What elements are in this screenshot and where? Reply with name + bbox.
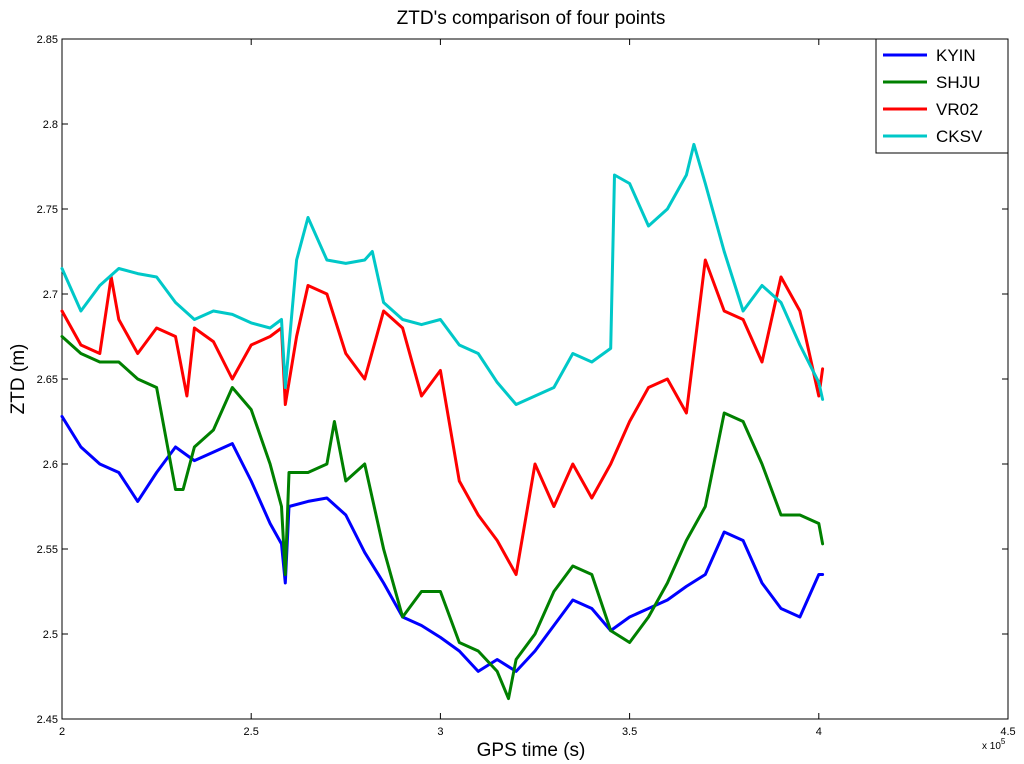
x-exponent-label: x 105 (982, 737, 1006, 752)
series-line-shju (60, 335, 825, 701)
y-tick-label: 2.85 (37, 34, 58, 46)
legend-label-cksv: CKSV (936, 127, 983, 146)
chart-title: ZTD's comparison of four points (397, 8, 666, 29)
series-line-vr02 (60, 258, 825, 576)
x-exponent-base: x 10 (982, 741, 1001, 752)
y-tick-label: 2.45 (37, 714, 58, 726)
y-axis: 2.45 2.5 2.55 2.6 2.65 2.7 2.75 2.8 2.85 (37, 34, 1008, 726)
legend-label-shju: SHJU (936, 73, 980, 92)
series-line-cksv (60, 142, 825, 406)
y-tick-label: 2.55 (37, 544, 58, 556)
y-tick-label: 2.8 (43, 119, 58, 131)
x-axis-title: GPS time (s) (477, 740, 586, 761)
y-tick-label: 2.7 (43, 289, 58, 301)
series-line-kyin (60, 414, 825, 673)
x-tick-label: 2.5 (244, 726, 259, 738)
x-axis: 2 2.5 3 3.5 4 4.5 (59, 39, 1016, 738)
y-tick-label: 2.65 (37, 374, 58, 386)
y-tick-label: 2.75 (37, 204, 58, 216)
y-tick-label: 2.6 (43, 459, 58, 471)
plot-area (61, 38, 1009, 720)
x-tick-label: 2 (59, 726, 65, 738)
x-exponent-power: 5 (1001, 737, 1006, 746)
legend: KYIN SHJU VR02 CKSV (875, 38, 1009, 154)
x-tick-label: 3 (437, 726, 443, 738)
legend-label-kyin: KYIN (936, 46, 976, 65)
series-layer (60, 142, 825, 701)
y-axis-title: ZTD (m) (8, 344, 29, 415)
y-tick-label: 2.5 (43, 629, 58, 641)
legend-label-vr02: VR02 (936, 100, 979, 119)
x-tick-label: 4.5 (1000, 726, 1015, 738)
x-tick-label: 3.5 (622, 726, 637, 738)
legend-box (875, 38, 1009, 154)
x-tick-label: 4 (816, 726, 822, 738)
